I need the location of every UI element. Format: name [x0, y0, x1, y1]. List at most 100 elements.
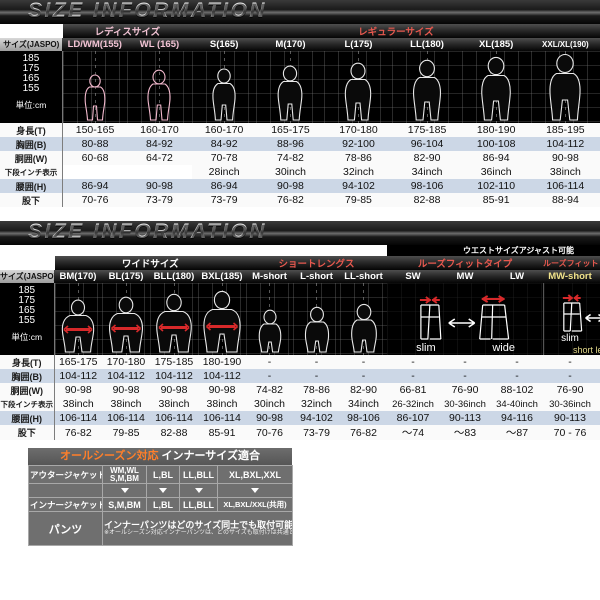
banner-title-1: SIZE INFORMATION	[28, 0, 268, 22]
t1-cell: 104-112	[530, 137, 600, 151]
t1-cell: 90-98	[530, 151, 600, 165]
t2-cell: 106-114	[102, 411, 150, 425]
t2-tick-185: 185	[18, 285, 36, 296]
t2-cell: 26-32inch	[387, 397, 439, 411]
t1-cell: 78-86	[324, 151, 393, 165]
t2-col-llshort: LL-short	[340, 270, 387, 283]
t2-row-label-bust: 胸囲(B)	[0, 369, 55, 383]
t3-cell-outer-3: XL,BXL,XXL	[217, 465, 293, 484]
t2-cell: 94-116	[597, 411, 600, 425]
t1-cell: 85-91	[461, 193, 531, 207]
t2-col-mw: MW	[439, 270, 491, 283]
t2-cell: -	[246, 355, 293, 369]
t2-cell: -	[246, 369, 293, 383]
t1-cell: 165-175	[256, 123, 325, 137]
t1-tick-155: 155	[22, 83, 40, 94]
table2-header-row: サイズ(JASPO) BM(170) BL(175) BLL(180) BXL(…	[0, 270, 600, 283]
t1-cell	[62, 165, 128, 179]
t2-label-wide: wide	[492, 342, 515, 354]
t1-cell: 74-82	[256, 151, 325, 165]
t1-cell: 79-85	[324, 193, 393, 207]
t1-cell: 86-94	[191, 179, 257, 193]
t2-cell: 73 - 79	[597, 425, 600, 440]
t1-cell: 64-72	[127, 151, 192, 165]
t2-cell: -	[293, 355, 340, 369]
t2-col-sw: SW	[387, 270, 439, 283]
t1-cell: 70-78	[191, 151, 257, 165]
t2-cell: -	[439, 355, 491, 369]
t1-cell: 96-104	[392, 137, 462, 151]
t2-cell: -	[543, 369, 597, 383]
t1-cell: 106-114	[530, 179, 600, 193]
t2-cell: 32inch	[293, 397, 340, 411]
t2-cell: 94-116	[491, 411, 543, 425]
t3-cell-inner-2: LL,BLL	[179, 497, 218, 512]
t2-fig-lshort	[293, 283, 340, 355]
t2-cell: 38inch	[150, 397, 198, 411]
t2-cell: 86-107	[387, 411, 439, 425]
t2-cell: 76-82	[340, 425, 387, 440]
t1-fig-m	[256, 51, 325, 123]
t2-label-slim: slim	[416, 342, 436, 354]
t1-cell: 92-100	[324, 137, 393, 151]
table2-topnote-row: ウエストサイズアジャスト可能	[0, 245, 600, 256]
t2-cell: 34-40inch	[491, 397, 543, 411]
t2-cell: 82-90	[340, 383, 387, 397]
t2-cell: 38inch	[102, 397, 150, 411]
t2-cell: 98-106	[340, 411, 387, 425]
t2-cell: 85-91	[198, 425, 246, 440]
wide-body-silhouette-icon	[105, 295, 147, 353]
table-row: 股下 70-76 73-79 73-79 76-82 79-85 82-88 8…	[0, 193, 600, 207]
body-silhouette-icon	[207, 67, 241, 121]
table-row: アウタージャケット WM,WL S,M,BM L,BL LL,BLL XL,BXL…	[28, 465, 293, 484]
short-body-silhouette-icon	[254, 309, 286, 353]
t2-cell: 88-102	[491, 383, 543, 397]
t1-fig-ldwm	[62, 51, 128, 123]
t2-fig-bll	[150, 283, 198, 355]
t2-cell: 34-40inch	[597, 397, 600, 411]
t1-cell: 175-185	[392, 123, 462, 137]
t2-tick-175: 175	[18, 295, 36, 306]
t2-cell: 82-88	[150, 425, 198, 440]
t2-cell: 79-85	[102, 425, 150, 440]
t1-fig-xxl	[530, 51, 600, 123]
wide-body-silhouette-icon	[152, 292, 196, 353]
banner-title-2: SIZE INFORMATION	[28, 221, 268, 243]
t2-cell: 70 - 76	[543, 425, 597, 440]
table-row: 腰囲(H) 106-114 106-114 106-114 106-114 90…	[0, 411, 600, 425]
t1-row-label-waist: 胴囲(W)	[0, 151, 63, 165]
t2-cell: 30-36inch	[543, 397, 597, 411]
t2-cell: 70-76	[246, 425, 293, 440]
t1-group-regular: レギュラーサイズ	[191, 24, 600, 38]
table-wide-short-loose: ウエストサイズアジャスト可能 ワイドサイズ ショートレングス ルーズフィットタイ…	[0, 245, 600, 440]
t2-label-short-length: short length	[573, 345, 600, 355]
t1-cell: 98-106	[392, 179, 462, 193]
t2-fig-bxl	[198, 283, 246, 355]
t3-cell-inner-0: S,M,BM	[102, 497, 147, 512]
t2-cell: -	[491, 355, 543, 369]
table-row: 胸囲(B) 104-112 104-112 104-112 104-112 - …	[0, 369, 600, 383]
t1-cell	[127, 165, 192, 179]
table-row: 下段インチ表示 28inch 30inch 32inch 34inch 36in…	[0, 165, 600, 179]
table-row: 胴囲(W) 60-68 64-72 70-78 74-82 78-86 82-9…	[0, 151, 600, 165]
t3-pants-note-sub: ※オールシーズン対応インナーパンツは、どのサイズも取付けは共通となります。お客様…	[104, 530, 292, 537]
t3-arrow-row	[28, 483, 293, 498]
wide-body-silhouette-icon	[199, 289, 245, 353]
t1-row-label-inch: 下段インチ表示	[0, 165, 63, 179]
t1-cell: 34inch	[392, 165, 462, 179]
t2-cell: -	[293, 369, 340, 383]
t2-cell: 30inch	[246, 397, 293, 411]
t1-fig-xl	[461, 51, 531, 123]
spacer-1	[0, 207, 600, 221]
t1-cell: 180-190	[461, 123, 531, 137]
t1-cell: 82-90	[392, 151, 462, 165]
t1-row-label-height: 身長(T)	[0, 123, 63, 137]
t2-fig-bm	[54, 283, 102, 355]
t3-cell-outer-0: WM,WL S,M,BM	[102, 465, 147, 484]
t2-cell: 30-36inch	[439, 397, 491, 411]
t2-height-scale: 185 175 165 155 単位:cm	[0, 283, 55, 355]
t3-cell-inner-3: XL,BXL/XXL(共用)	[217, 497, 293, 512]
inner-size-title: オールシーズン対応 インナーサイズ適合	[28, 448, 292, 465]
t1-tick-175: 175	[22, 63, 40, 74]
